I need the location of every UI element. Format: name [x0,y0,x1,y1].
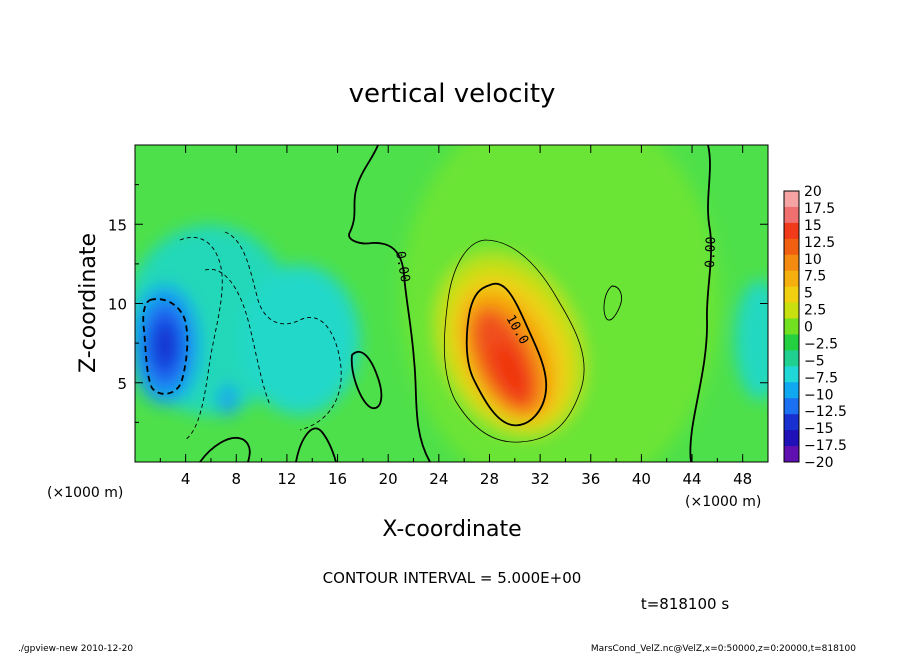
x-tick-label: 40 [632,470,651,488]
x-tick-label: 32 [531,470,550,488]
colorbar-label: 17.5 [804,201,835,217]
colorbar-label: 15 [804,218,822,234]
cyan-region-mid [240,265,360,415]
colorbar-label: 0 [804,320,813,336]
y-tick-label: 10 [108,296,127,314]
colorbar-swatch [784,238,799,256]
colorbar-swatch [784,414,799,431]
colorbar-swatch [784,254,799,272]
contour-5-updraft [443,239,585,443]
contour-neg-inner [204,268,271,406]
contour-zero-island [350,350,383,409]
x-axis-unit: (×1000 m) [685,494,761,510]
contour-interval-note: CONTOUR INTERVAL = 5.000E+00 [323,569,582,587]
colorbar-label: −7.5 [804,370,838,386]
colorbar-label: 7.5 [804,269,826,285]
contour-10-updraft [465,282,548,427]
contour-label-mid: 0.00 [392,250,412,283]
colorbar-swatch [784,318,799,335]
footer-right: MarsCond_VelZ.nc@VelZ,x=0:50000,z=0:2000… [591,644,856,654]
contour-zero-right [689,145,713,462]
x-tick-label: 8 [232,470,242,488]
colorbar-swatch [784,222,799,240]
small-blue-spot [219,384,237,416]
contour-lines [142,145,713,462]
colorbar-swatch [784,446,799,463]
contour-zero-low2 [295,427,337,462]
colorbar-swatch [784,334,799,351]
y-axis-label: Z-coordinate [76,233,101,373]
chart-title: vertical velocity [349,79,556,109]
x-tick-label: 12 [277,470,296,488]
colorbar-swatch [784,350,799,367]
x-tick-label: 4 [181,470,191,488]
colorbar-label: −2.5 [804,336,838,352]
colorbar-label: 12.5 [804,235,835,251]
contour-zero-mid [348,145,431,462]
contour-neg-left [179,237,223,441]
y-tick-label: 15 [108,216,127,234]
x-tick-label: 48 [733,470,752,488]
colorbar-label: −12.5 [804,404,847,420]
time-note: t=818100 s [641,595,729,613]
colorbar-label: −17.5 [804,438,847,454]
colorbar-label: 5 [804,286,813,302]
x-tick-label: 16 [328,470,347,488]
contour-small-loop [603,285,623,321]
colorbar: 2017.51512.5107.552.50−2.5−5−7.5−10−12.5… [783,184,847,471]
blue-min [153,321,177,369]
colorbar-label: 10 [804,252,822,268]
colorbar-label: −5 [804,353,825,369]
colorbar-label: 20 [804,184,822,200]
x-axis: 4 8 12 16 20 24 28 32 36 40 44 48 [159,145,752,488]
x-tick-label: 24 [429,470,448,488]
colorbar-label: −20 [804,455,834,471]
red-core [493,342,527,398]
colorbar-swatch [784,398,799,415]
x-tick-label: 44 [682,470,701,488]
contour-label-right: 0.00 [703,236,719,268]
contour-zero-low1 [199,437,251,462]
x-tick-label: 36 [581,470,600,488]
x-axis-label: X-coordinate [382,517,521,542]
colorbar-swatch [784,206,799,224]
contour-downdraft-min [142,298,189,395]
cyan-region-right [735,280,768,400]
colorbar-swatch [784,302,799,320]
colorbar-swatch [784,430,799,447]
colorbar-swatch [784,382,799,399]
colorbar-label: 2.5 [804,303,826,319]
y-axis-unit: (×1000 m) [47,485,123,501]
colorbar-swatch [784,286,799,304]
footer-left: ./gpview-new 2010-12-20 [18,644,133,654]
colorbar-swatch [784,366,799,383]
colorbar-label: −15 [804,421,834,437]
colorbar-frame [783,190,800,463]
x-tick-label: 20 [379,470,398,488]
colorbar-swatch [784,191,799,208]
colorbar-label: −10 [804,387,834,403]
y-tick-label: 5 [117,375,127,393]
colorbar-swatch [784,270,799,288]
x-tick-label: 28 [480,470,499,488]
y-axis: 5 10 15 [108,184,768,423]
